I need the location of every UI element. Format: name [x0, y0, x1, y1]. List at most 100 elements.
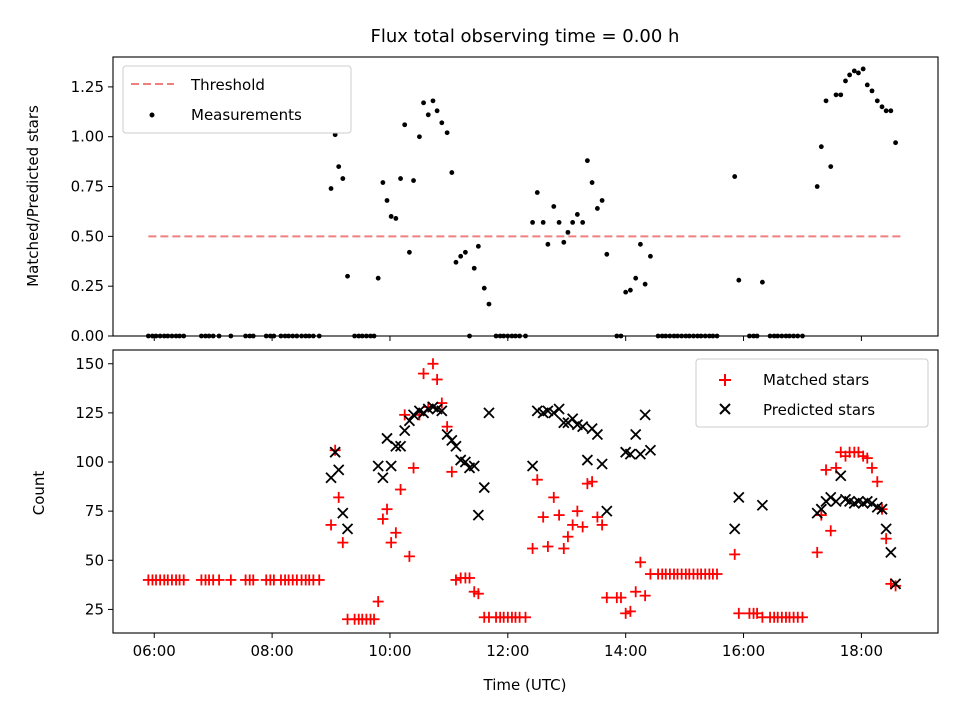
predicted-star-marker [639, 409, 651, 421]
measurement-point [864, 82, 870, 88]
predicted-star-marker [403, 415, 416, 427]
matched-star-marker [634, 556, 646, 568]
measurement-point [565, 229, 571, 235]
measurement-point [879, 104, 885, 110]
predicted-star-marker [483, 407, 495, 419]
predicted-star-marker [866, 497, 878, 509]
predicted-star-marker [591, 428, 604, 441]
matched-star-marker [815, 509, 827, 521]
top-y-axis-label: Matched/Predicted stars [24, 105, 42, 287]
predicted-star-marker [377, 472, 389, 484]
measurement-point [759, 279, 765, 285]
matched-star-marker [811, 546, 823, 558]
predicted-star-marker [601, 505, 613, 517]
predicted-star-marker [333, 464, 345, 476]
predicted-star-marker [446, 434, 458, 447]
bottom-legend: Matched stars Predicted stars [695, 358, 929, 428]
matched-star-marker [620, 607, 632, 619]
matched-star-marker [733, 607, 745, 619]
predicted-star-marker [885, 546, 897, 559]
matched-star-marker [711, 568, 723, 580]
measurement-point [823, 98, 829, 104]
predicted-star-marker [630, 428, 642, 441]
measurement-point [551, 204, 557, 209]
bottom-x-tick-label: 10:00 [368, 642, 411, 660]
matched-star-marker [247, 574, 259, 586]
matched-star-marker [372, 596, 384, 608]
matched-star-marker [639, 590, 651, 602]
matched-star-marker [520, 611, 531, 623]
measurement-point [462, 249, 468, 255]
matched-star-marker [313, 574, 325, 586]
measurement-point [814, 184, 820, 189]
measurement-point [838, 92, 844, 98]
matched-star-marker [548, 491, 560, 503]
measurement-point [851, 68, 857, 74]
measurement-point [434, 108, 440, 114]
predicted-star-marker [756, 499, 769, 511]
predicted-star-marker [733, 491, 745, 504]
top-y-tick-label: 0.00 [71, 327, 104, 345]
measurement-point [439, 120, 445, 126]
top-y-axis-ticks: 0.00 0.25 0.50 0.75 1.00 1.25 [71, 78, 113, 345]
measurement-point [421, 100, 426, 106]
measurement-point [393, 216, 399, 221]
predicted-star-marker [577, 421, 589, 433]
predicted-star-marker [596, 458, 608, 470]
measurement-point [869, 88, 875, 94]
matched-star-marker [408, 462, 420, 474]
matched-star-marker [472, 588, 484, 600]
legend-threshold-label: Threshold [190, 76, 265, 94]
matched-star-marker [464, 572, 476, 584]
measurement-point [453, 259, 459, 265]
bottom-x-tick-label: 08:00 [250, 642, 293, 660]
bottom-x-axis-ticks: 06:00 08:00 10:00 12:00 14:00 16:00 18:00 [133, 633, 883, 660]
matched-star-marker [325, 519, 337, 531]
measurement-point [402, 122, 408, 128]
top-y-tick-label: 1.25 [71, 78, 104, 96]
predicted-star-marker [394, 440, 407, 452]
measurement-point [604, 251, 610, 257]
measurement-point [818, 144, 824, 150]
predicted-star-marker [548, 407, 560, 419]
bottom-y-tick-label: 150 [75, 355, 104, 373]
matched-star-marker [531, 474, 543, 486]
matched-star-marker [537, 511, 549, 523]
matched-star-marker [450, 574, 462, 586]
measurement-point [574, 212, 580, 217]
bottom-y-axis-label: Count [30, 471, 48, 516]
measurement-point [856, 70, 861, 76]
top-y-tick-label: 0.50 [71, 227, 104, 245]
measurement-point [475, 243, 481, 249]
predicted-star-marker [644, 444, 657, 456]
measurement-point [874, 98, 880, 104]
measurement-point [633, 275, 639, 281]
measurement-point [623, 289, 629, 295]
predicted-star-marker [390, 440, 402, 452]
legend-matched-label: Matched stars [763, 371, 869, 389]
legend-predicted-label: Predicted stars [763, 401, 875, 419]
measurement-point [444, 130, 450, 136]
matched-star-marker [385, 537, 397, 549]
measurement-point [398, 176, 403, 181]
bottom-y-tick-label: 50 [85, 551, 104, 569]
measurement-point [589, 180, 595, 185]
bottom-x-tick-label: 16:00 [722, 642, 765, 660]
matched-star-marker [630, 586, 642, 598]
predicted-star-marker [472, 509, 484, 521]
predicted-star-marker [880, 523, 892, 535]
measurement-point [425, 112, 431, 118]
matched-star-marker [213, 574, 225, 586]
matched-star-marker [418, 368, 430, 380]
measurement-point [458, 253, 464, 259]
bottom-y-tick-label: 100 [75, 453, 104, 471]
measurement-point [833, 92, 839, 98]
measurement-point [627, 287, 633, 293]
matched-star-marker [562, 531, 574, 543]
bottom-legend-box [695, 358, 929, 428]
predicted-star-marker [450, 440, 462, 452]
measurement-point [486, 301, 492, 307]
predicted-star-marker [729, 523, 741, 535]
measurement-point [570, 220, 576, 225]
